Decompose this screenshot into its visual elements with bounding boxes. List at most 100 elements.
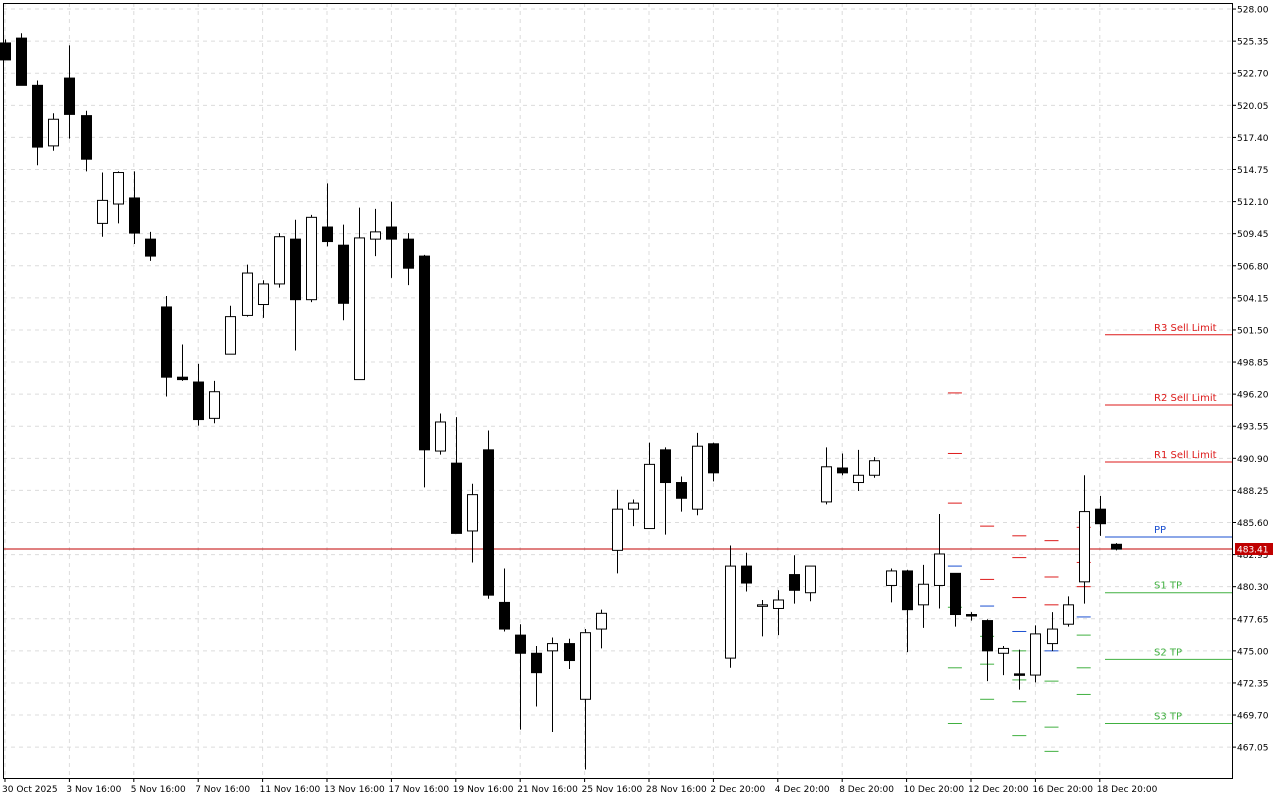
x-tick-label: 5 Nov 16:00 [131, 785, 186, 795]
candle-body[interactable] [837, 467, 848, 474]
candle-body[interactable] [1063, 604, 1074, 625]
candle-body[interactable] [660, 449, 671, 484]
candle-body[interactable] [902, 570, 913, 611]
candle-body[interactable] [225, 316, 236, 355]
candle-body[interactable] [966, 614, 977, 617]
candle-body[interactable] [113, 172, 124, 205]
candle-body[interactable] [435, 421, 446, 452]
x-tick-label: 7 Nov 16:00 [195, 785, 250, 795]
level-label: R3 Sell Limit [1154, 323, 1217, 334]
candle-body[interactable] [1030, 633, 1041, 676]
candle-body[interactable] [370, 231, 381, 240]
x-tick-label: 18 Dec 20:00 [1097, 785, 1158, 795]
y-tick-label: 496.20 [1237, 391, 1269, 401]
x-tick-label: 16 Dec 20:00 [1032, 785, 1093, 795]
x-tick-label: 10 Dec 20:00 [904, 785, 965, 795]
y-tick-label: 528.00 [1237, 6, 1269, 16]
candle-body[interactable] [1014, 673, 1025, 676]
candle-body[interactable] [0, 42, 11, 61]
candle-body[interactable] [290, 238, 301, 301]
candle-body[interactable] [242, 272, 253, 316]
x-axis: 30 Oct 2025 3 Nov 16:00 5 Nov 16:00 7 Nov 1… [2, 778, 1158, 795]
candle-body[interactable] [1047, 628, 1058, 645]
candle-body[interactable] [386, 226, 397, 240]
plot-frame [3, 3, 1233, 779]
candle-body[interactable] [886, 570, 897, 586]
candle-body[interactable] [982, 620, 993, 652]
candle-body[interactable] [338, 244, 349, 304]
candle-body[interactable] [145, 238, 156, 257]
y-tick-label: 512.10 [1237, 198, 1269, 208]
candle-body[interactable] [274, 236, 285, 285]
candle-body[interactable] [1095, 508, 1106, 525]
candle-body[interactable] [805, 565, 816, 594]
candle-body[interactable] [547, 643, 558, 652]
candle-body[interactable] [48, 118, 59, 147]
candle-body[interactable] [354, 237, 365, 381]
candle-body[interactable] [193, 381, 204, 421]
candles[interactable] [0, 33, 1122, 770]
candle-body[interactable] [644, 463, 655, 530]
candle-body[interactable] [81, 115, 92, 160]
level-label: R1 Sell Limit [1154, 450, 1217, 461]
x-tick-label: 13 Nov 16:00 [324, 785, 385, 795]
candle-body[interactable] [499, 601, 510, 630]
candle-body[interactable] [1111, 543, 1122, 550]
candle-body[interactable] [580, 632, 591, 700]
candle-body[interactable] [596, 612, 607, 630]
x-tick-label: 19 Nov 16:00 [453, 785, 514, 795]
y-tick-label: 480.30 [1237, 583, 1269, 593]
candle-body[interactable] [467, 494, 478, 532]
candle-body[interactable] [741, 565, 752, 584]
candle-body[interactable] [853, 474, 864, 484]
y-tick-label: 525.35 [1237, 38, 1269, 48]
y-tick-label: 509.45 [1237, 230, 1269, 240]
pivot-level-lines: R3 Sell Limit R2 Sell Limit R1 Sell Limit P… [1105, 323, 1232, 725]
candle-body[interactable] [564, 643, 575, 662]
y-tick-label: 504.15 [1237, 294, 1269, 304]
candle-body[interactable] [322, 226, 333, 243]
candle-body[interactable] [483, 449, 494, 596]
candle-body[interactable] [692, 445, 703, 510]
y-axis: 528.00 525.35 522.70 520.05 517.40 514.75 512.… [1232, 6, 1269, 754]
candle-body[interactable] [869, 460, 880, 476]
candle-body[interactable] [97, 199, 108, 224]
candle-body[interactable] [451, 462, 462, 534]
candle-body[interactable] [209, 391, 220, 419]
candle-body[interactable] [32, 84, 43, 148]
candle-body[interactable] [612, 508, 623, 551]
candle-body[interactable] [258, 283, 269, 306]
candle-body[interactable] [725, 565, 736, 659]
level-label: R2 Sell Limit [1154, 393, 1217, 404]
candle-body[interactable] [1079, 511, 1090, 583]
candle-body[interactable] [515, 634, 526, 654]
candle-body[interactable] [403, 238, 414, 269]
candle-body[interactable] [161, 306, 172, 378]
candle-body[interactable] [821, 466, 832, 503]
candle-body[interactable] [773, 599, 784, 609]
candle-body[interactable] [129, 197, 140, 234]
candle-body[interactable] [16, 37, 27, 86]
candle-body[interactable] [628, 502, 639, 510]
candle-body[interactable] [708, 443, 719, 474]
candle-body[interactable] [419, 255, 430, 451]
x-tick-label: 25 Nov 16:00 [582, 785, 643, 795]
candle-body[interactable] [531, 652, 542, 674]
candle-body[interactable] [789, 574, 800, 591]
candle-body[interactable] [676, 482, 687, 499]
price-tag-bg [1235, 543, 1273, 556]
candle-body[interactable] [757, 604, 768, 607]
x-tick-label: 4 Dec 20:00 [775, 785, 830, 795]
candle-body[interactable] [950, 572, 961, 616]
candle-body[interactable] [918, 583, 929, 606]
x-tick-label: 21 Nov 16:00 [517, 785, 578, 795]
candle-body[interactable] [64, 77, 75, 115]
y-tick-label: 522.70 [1237, 70, 1269, 80]
candle-body[interactable] [998, 647, 1009, 654]
candle-body[interactable] [306, 216, 317, 301]
y-tick-label: 482.95 [1237, 551, 1269, 561]
candle-body[interactable] [177, 376, 188, 381]
candle-body[interactable] [934, 553, 945, 586]
